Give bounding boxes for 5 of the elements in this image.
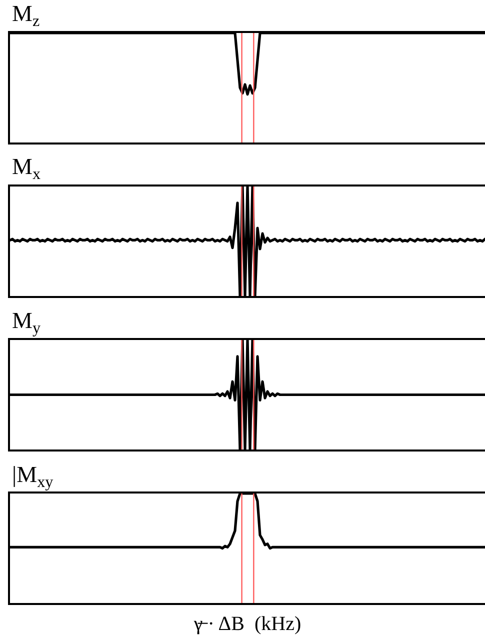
x-axis-title: γ̶ · ΔB (kHz) [192, 612, 302, 635]
chart-title: M$_{y}$ [12, 308, 40, 337]
chart-title: M$_{x}$ [12, 154, 40, 183]
chart-title: |M$_{xy}$ [12, 462, 54, 491]
chart-title: M$_{z}$ [12, 1, 40, 30]
